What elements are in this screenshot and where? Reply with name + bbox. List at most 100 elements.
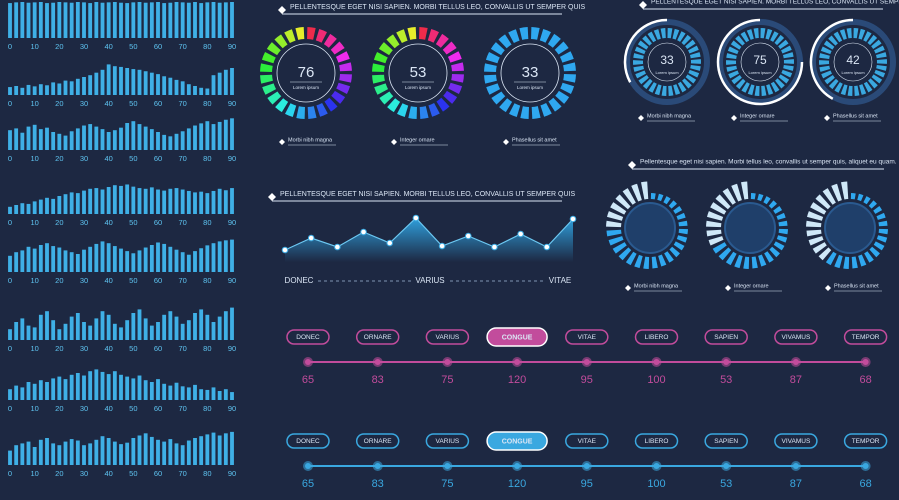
- bar: [156, 379, 160, 400]
- donut-segment: [676, 235, 688, 243]
- x-tick-label: 10: [30, 99, 38, 108]
- pill[interactable]: [774, 329, 818, 345]
- donut-segment: [751, 256, 758, 269]
- gauge-segment: [761, 85, 767, 96]
- x-tick-label: 0: [8, 276, 12, 285]
- point: [307, 234, 315, 242]
- pill[interactable]: [634, 433, 679, 449]
- pill[interactable]: [634, 329, 679, 345]
- gauge-segment: [853, 28, 859, 39]
- x-tick-label: 0: [8, 344, 12, 353]
- gauge-segment: [295, 27, 305, 40]
- gauge-segment: [741, 82, 750, 93]
- gauge-segment: [781, 69, 793, 78]
- gauge-segment: [689, 52, 701, 59]
- pill-label: CONGUE: [502, 334, 533, 341]
- bar: [88, 3, 93, 38]
- bar: [20, 250, 25, 272]
- section-title: PELLENTESQUE EGET NISI SAPIEN. MORBI TEL…: [290, 4, 585, 11]
- gauge-inner: [740, 42, 780, 82]
- bar: [205, 245, 210, 272]
- bar: [51, 132, 56, 150]
- bar: [51, 82, 56, 95]
- diamond: [278, 6, 286, 14]
- gauge-segment: [372, 63, 385, 72]
- donut-segment: [722, 188, 736, 205]
- bar: [186, 128, 191, 150]
- pill[interactable]: [486, 431, 548, 451]
- pill[interactable]: [286, 433, 330, 449]
- donut-segment: [706, 229, 722, 237]
- bar: [205, 2, 210, 38]
- bar: [149, 129, 154, 150]
- gauge-sub: Lorem ipsum: [841, 70, 865, 75]
- bar: [75, 2, 80, 38]
- gauge-segment: [266, 42, 281, 56]
- gauge-segment: [660, 28, 666, 39]
- gauge-track: [624, 19, 710, 105]
- donut-segment: [825, 251, 837, 266]
- caption: Morbi nibh magna: [634, 283, 679, 289]
- bar: [119, 66, 123, 95]
- gauge-segment: [673, 84, 681, 95]
- gauge-segment: [435, 33, 449, 48]
- gauge-segment: [740, 31, 750, 43]
- gauge-segment: [397, 103, 409, 118]
- bar: [26, 203, 31, 214]
- timeline-value: 120: [508, 374, 526, 386]
- pill[interactable]: [565, 329, 609, 345]
- pill[interactable]: [486, 327, 548, 347]
- bar: [51, 198, 56, 214]
- gauge-segment: [783, 59, 794, 64]
- timeline-dot-core: [653, 359, 660, 365]
- x-tick-label: 60: [154, 154, 162, 163]
- donut-segment: [631, 183, 642, 202]
- gauge-segment: [642, 78, 653, 90]
- pill-label: SAPIEN: [714, 438, 738, 445]
- bar: [112, 66, 117, 95]
- gauge-segment: [563, 74, 576, 83]
- pill[interactable]: [425, 433, 470, 449]
- gauge-segment: [726, 65, 738, 72]
- bar: [211, 432, 216, 465]
- pill[interactable]: [355, 433, 400, 449]
- gauge-segment: [821, 70, 832, 79]
- x-tick-label: 30: [80, 218, 88, 227]
- donut-segment: [850, 193, 856, 200]
- bar: [131, 438, 136, 465]
- timeline-value: 53: [720, 374, 732, 386]
- bar: [143, 247, 148, 272]
- gauge-segment: [554, 41, 569, 55]
- donut-segment: [610, 202, 627, 215]
- gauge-segment: [531, 27, 540, 40]
- gauge-segment: [823, 40, 835, 50]
- donut-segment: [764, 251, 774, 263]
- timeline-dot-core: [514, 463, 521, 469]
- bar: [186, 190, 191, 214]
- pill[interactable]: [355, 329, 400, 345]
- bar: [100, 241, 105, 272]
- diamond: [268, 193, 276, 201]
- gauge-segment: [770, 31, 779, 42]
- pill[interactable]: [843, 329, 888, 345]
- pill[interactable]: [565, 433, 609, 449]
- pill[interactable]: [774, 433, 818, 449]
- bar: [69, 2, 74, 38]
- pill[interactable]: [286, 329, 330, 345]
- pill[interactable]: [704, 433, 748, 449]
- gauge-segment: [647, 31, 657, 43]
- bar: [32, 86, 37, 95]
- gauge-track: [810, 19, 896, 105]
- pill[interactable]: [843, 433, 888, 449]
- pill[interactable]: [425, 329, 470, 345]
- pill[interactable]: [704, 329, 748, 345]
- bar: [168, 439, 173, 465]
- gauge-segment: [661, 85, 667, 96]
- x-tick-label: 80: [203, 404, 211, 413]
- bar: [230, 392, 234, 400]
- point: [491, 243, 498, 251]
- timeline-dot-core: [514, 359, 521, 365]
- gauge-segment: [451, 62, 464, 72]
- bar: [69, 316, 74, 340]
